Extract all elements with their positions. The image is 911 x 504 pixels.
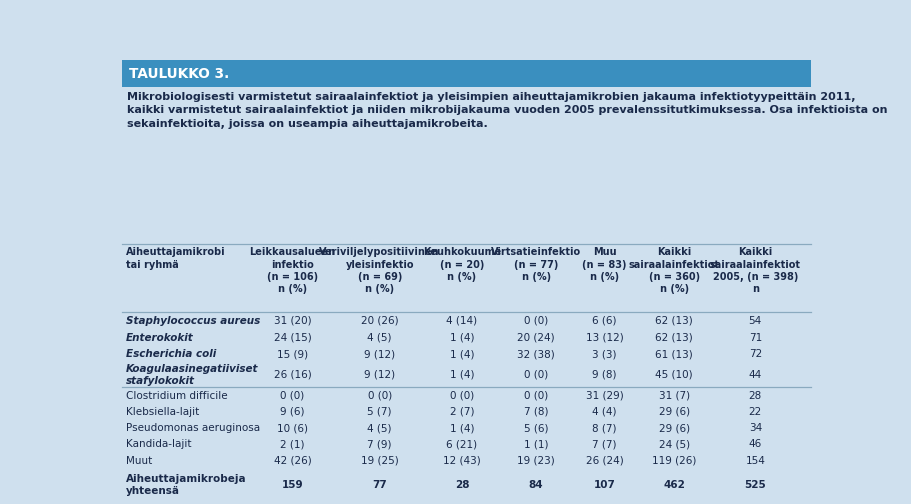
Text: 42 (26): 42 (26)	[273, 456, 312, 466]
Text: Mikrobiologisesti varmistetut sairaalainfektiot ja yleisimpien aiheuttajamikrobi: Mikrobiologisesti varmistetut sairaalain…	[127, 92, 887, 129]
Text: Leikkausalueen
infektio
(n = 106)
n (%): Leikkausalueen infektio (n = 106) n (%)	[250, 247, 335, 294]
Text: 71: 71	[749, 333, 762, 343]
Text: Aiheuttajamikrobeja
yhteensä: Aiheuttajamikrobeja yhteensä	[126, 474, 247, 496]
Text: 20 (24): 20 (24)	[517, 333, 555, 343]
Text: Klebsiella-lajit: Klebsiella-lajit	[126, 407, 200, 417]
Text: 154: 154	[745, 456, 765, 466]
Text: 0 (0): 0 (0)	[524, 370, 548, 380]
Text: 6 (6): 6 (6)	[592, 316, 617, 326]
Text: 77: 77	[373, 480, 387, 490]
Text: 15 (9): 15 (9)	[277, 349, 308, 359]
Text: 31 (29): 31 (29)	[586, 391, 623, 401]
Text: 4 (4): 4 (4)	[592, 407, 617, 417]
Text: 1 (4): 1 (4)	[450, 370, 475, 380]
Text: Aiheuttajamikrobi
tai ryhmä: Aiheuttajamikrobi tai ryhmä	[126, 247, 226, 270]
Text: 29 (6): 29 (6)	[659, 407, 690, 417]
Text: 19 (23): 19 (23)	[517, 456, 555, 466]
Text: 34: 34	[749, 423, 762, 433]
Text: 9 (8): 9 (8)	[592, 370, 617, 380]
Text: 119 (26): 119 (26)	[652, 456, 696, 466]
Text: 7 (9): 7 (9)	[367, 439, 392, 450]
Text: Pseudomonas aeruginosa: Pseudomonas aeruginosa	[126, 423, 260, 433]
Text: 1 (4): 1 (4)	[450, 333, 475, 343]
Text: 13 (12): 13 (12)	[586, 333, 623, 343]
Text: 7 (8): 7 (8)	[524, 407, 548, 417]
Text: 24 (5): 24 (5)	[659, 439, 690, 450]
Text: 10 (6): 10 (6)	[277, 423, 308, 433]
Text: 20 (26): 20 (26)	[361, 316, 398, 326]
Text: 7 (7): 7 (7)	[592, 439, 617, 450]
Text: 28: 28	[749, 391, 762, 401]
Text: 29 (6): 29 (6)	[659, 423, 690, 433]
Text: Clostridium difficile: Clostridium difficile	[126, 391, 228, 401]
Text: 31 (7): 31 (7)	[659, 391, 690, 401]
Text: 19 (25): 19 (25)	[361, 456, 399, 466]
Text: 6 (21): 6 (21)	[446, 439, 477, 450]
Text: 24 (15): 24 (15)	[273, 333, 312, 343]
Text: Staphylococcus aureus: Staphylococcus aureus	[126, 316, 261, 326]
Text: 9 (12): 9 (12)	[364, 349, 395, 359]
Text: 2 (7): 2 (7)	[450, 407, 475, 417]
Text: 5 (6): 5 (6)	[524, 423, 548, 433]
Text: 54: 54	[749, 316, 762, 326]
Text: 22: 22	[749, 407, 762, 417]
Text: Koagulaasinegatiiviset
stafylokokit: Koagulaasinegatiiviset stafylokokit	[126, 364, 259, 386]
Text: Muut: Muut	[126, 456, 152, 466]
Text: Kaikki
sairaalainfektiot
(n = 360)
n (%): Kaikki sairaalainfektiot (n = 360) n (%)	[629, 247, 720, 294]
Text: 462: 462	[663, 480, 685, 490]
Text: 32 (38): 32 (38)	[517, 349, 555, 359]
Text: 28: 28	[455, 480, 469, 490]
Text: Keuhkokuume
(n = 20)
n (%): Keuhkokuume (n = 20) n (%)	[423, 247, 501, 282]
Text: Virtsatieinfektio
(n = 77)
n (%): Virtsatieinfektio (n = 77) n (%)	[491, 247, 581, 282]
Text: 159: 159	[281, 480, 303, 490]
Text: 107: 107	[594, 480, 616, 490]
Text: 0 (0): 0 (0)	[367, 391, 392, 401]
Text: 9 (12): 9 (12)	[364, 370, 395, 380]
Text: 4 (5): 4 (5)	[367, 423, 392, 433]
Text: 0 (0): 0 (0)	[281, 391, 304, 401]
Text: 45 (10): 45 (10)	[655, 370, 693, 380]
Text: 62 (13): 62 (13)	[655, 316, 693, 326]
Text: 46: 46	[749, 439, 762, 450]
Text: 5 (7): 5 (7)	[367, 407, 392, 417]
Text: 31 (20): 31 (20)	[273, 316, 312, 326]
Text: Kandida-lajit: Kandida-lajit	[126, 439, 191, 450]
Text: 44: 44	[749, 370, 762, 380]
Text: 525: 525	[744, 480, 766, 490]
Text: Enterokokit: Enterokokit	[126, 333, 194, 343]
Text: Kaikki
sairaalainfektiot
2005, (n = 398)
n: Kaikki sairaalainfektiot 2005, (n = 398)…	[710, 247, 801, 294]
Text: 72: 72	[749, 349, 762, 359]
FancyBboxPatch shape	[122, 60, 812, 87]
Text: Muu
(n = 83)
n (%): Muu (n = 83) n (%)	[582, 247, 627, 282]
Text: 26 (16): 26 (16)	[273, 370, 312, 380]
Text: 8 (7): 8 (7)	[592, 423, 617, 433]
Text: 0 (0): 0 (0)	[524, 316, 548, 326]
Text: TAULUKKO 3.: TAULUKKO 3.	[129, 67, 230, 81]
Text: 3 (3): 3 (3)	[592, 349, 617, 359]
Text: 26 (24): 26 (24)	[586, 456, 623, 466]
Text: 1 (4): 1 (4)	[450, 349, 475, 359]
Text: 1 (4): 1 (4)	[450, 423, 475, 433]
Text: 4 (5): 4 (5)	[367, 333, 392, 343]
Text: 61 (13): 61 (13)	[655, 349, 693, 359]
Text: 4 (14): 4 (14)	[446, 316, 477, 326]
Text: Escherichia coli: Escherichia coli	[126, 349, 216, 359]
Text: Veriviljelypositiivinen
yleisinfektio
(n = 69)
n (%): Veriviljelypositiivinen yleisinfektio (n…	[320, 247, 440, 294]
Text: 2 (1): 2 (1)	[281, 439, 305, 450]
Text: 0 (0): 0 (0)	[450, 391, 474, 401]
Text: 9 (6): 9 (6)	[281, 407, 305, 417]
Text: 62 (13): 62 (13)	[655, 333, 693, 343]
Text: 12 (43): 12 (43)	[443, 456, 481, 466]
Text: 0 (0): 0 (0)	[524, 391, 548, 401]
Text: 1 (1): 1 (1)	[524, 439, 548, 450]
Text: 84: 84	[528, 480, 543, 490]
